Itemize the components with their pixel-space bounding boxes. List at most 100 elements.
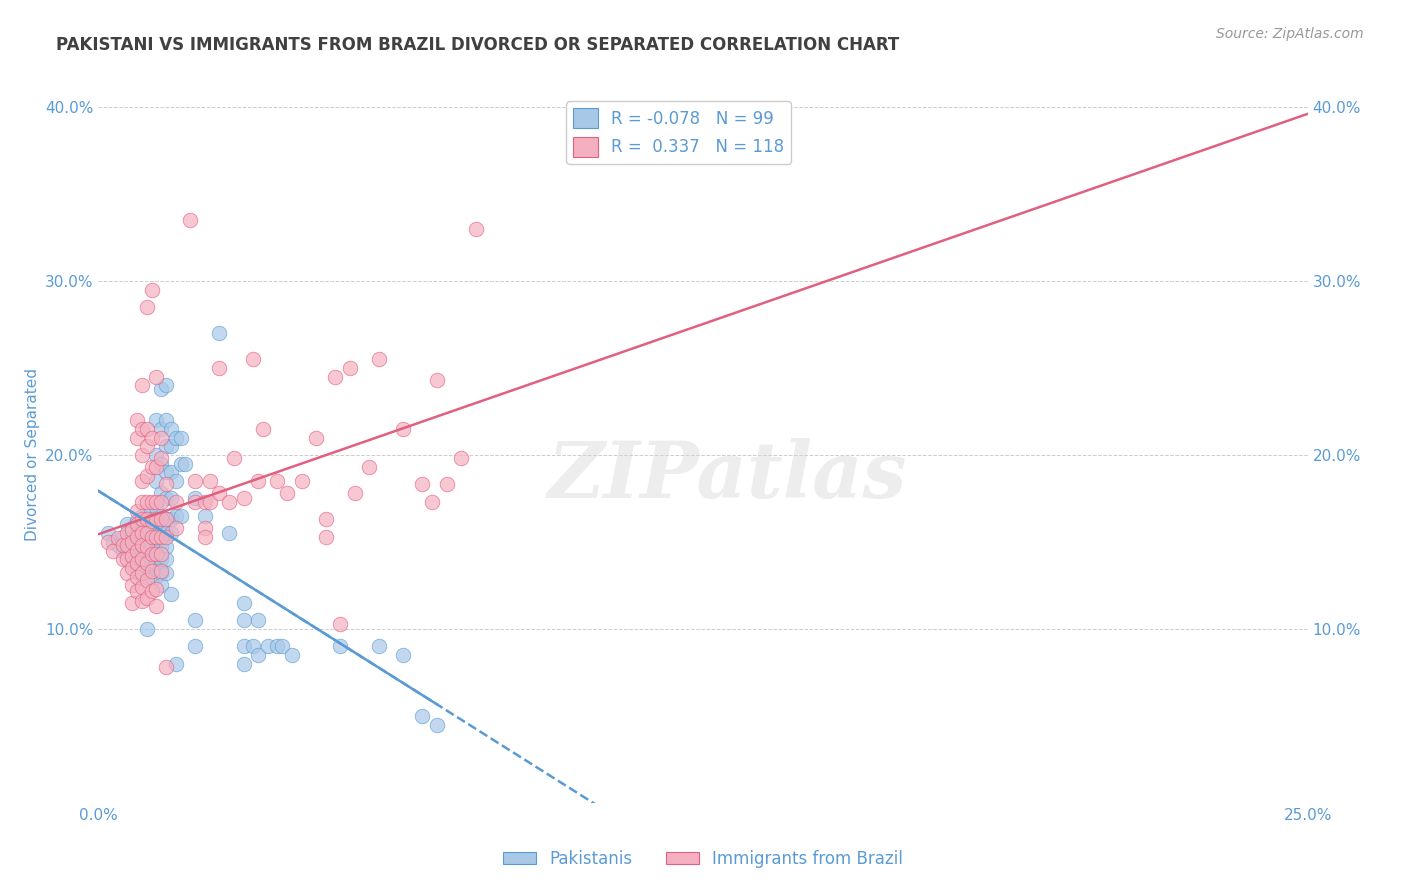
Point: [165, 430, 187, 444]
Point: [131, 512, 153, 526]
Point: [131, 422, 153, 436]
Point: [135, 530, 157, 544]
Point: [141, 565, 163, 579]
Point: [155, 530, 177, 544]
Point: [150, 540, 173, 554]
Point: [150, 422, 173, 436]
Point: [135, 540, 157, 554]
Point: [232, 491, 254, 506]
Point: [218, 495, 240, 509]
Point: [155, 439, 177, 453]
Text: ZIPatlas: ZIPatlas: [547, 438, 907, 514]
Point: [131, 508, 153, 523]
Point: [145, 500, 167, 514]
Point: [145, 495, 167, 509]
Point: [127, 517, 149, 532]
Point: [165, 495, 187, 509]
Point: [329, 639, 352, 653]
Point: [155, 378, 177, 392]
Point: [150, 530, 173, 544]
Point: [155, 466, 177, 480]
Point: [111, 552, 134, 566]
Point: [150, 565, 173, 579]
Point: [247, 474, 270, 488]
Point: [426, 717, 449, 731]
Point: [145, 556, 167, 570]
Point: [155, 660, 177, 674]
Point: [426, 373, 449, 387]
Point: [184, 639, 207, 653]
Point: [276, 486, 298, 500]
Point: [208, 326, 231, 340]
Point: [208, 360, 231, 375]
Point: [150, 508, 173, 523]
Point: [135, 503, 157, 517]
Point: [131, 538, 153, 552]
Point: [165, 474, 187, 488]
Point: [155, 540, 177, 554]
Text: PAKISTANI VS IMMIGRANTS FROM BRAZIL DIVORCED OR SEPARATED CORRELATION CHART: PAKISTANI VS IMMIGRANTS FROM BRAZIL DIVO…: [56, 36, 900, 54]
Point: [411, 708, 433, 723]
Point: [160, 491, 183, 506]
Point: [155, 512, 177, 526]
Point: [135, 573, 157, 587]
Point: [392, 648, 415, 662]
Point: [131, 566, 153, 581]
Point: [135, 622, 157, 636]
Legend: R = -0.078   N = 99, R =  0.337   N = 118: R = -0.078 N = 99, R = 0.337 N = 118: [567, 102, 792, 164]
Point: [160, 466, 183, 480]
Point: [135, 300, 157, 314]
Point: [111, 543, 134, 558]
Point: [135, 591, 157, 605]
Point: [141, 495, 163, 509]
Point: [121, 556, 143, 570]
Point: [392, 422, 415, 436]
Point: [160, 512, 183, 526]
Point: [135, 570, 157, 584]
Point: [165, 508, 187, 523]
Point: [266, 639, 288, 653]
Point: [145, 530, 167, 544]
Point: [184, 613, 207, 627]
Point: [160, 587, 183, 601]
Point: [411, 477, 433, 491]
Point: [107, 532, 129, 546]
Point: [155, 552, 177, 566]
Point: [155, 566, 177, 581]
Point: [141, 538, 163, 552]
Point: [150, 495, 173, 509]
Point: [121, 532, 143, 546]
Point: [145, 547, 167, 561]
Point: [135, 543, 157, 558]
Point: [145, 599, 167, 614]
Point: [160, 422, 183, 436]
Point: [141, 552, 163, 566]
Point: [150, 578, 173, 592]
Point: [368, 639, 391, 653]
Point: [127, 413, 149, 427]
Point: [464, 221, 486, 235]
Point: [141, 583, 163, 598]
Point: [135, 495, 157, 509]
Point: [160, 526, 183, 541]
Point: [121, 521, 143, 535]
Point: [145, 543, 167, 558]
Point: [135, 556, 157, 570]
Point: [339, 360, 361, 375]
Point: [131, 547, 153, 561]
Point: [117, 526, 139, 541]
Legend: Pakistanis, Immigrants from Brazil: Pakistanis, Immigrants from Brazil: [496, 844, 910, 875]
Point: [135, 512, 157, 526]
Point: [141, 565, 163, 579]
Point: [242, 352, 264, 367]
Point: [150, 552, 173, 566]
Point: [232, 596, 254, 610]
Point: [131, 378, 153, 392]
Point: [242, 639, 264, 653]
Point: [135, 439, 157, 453]
Point: [315, 512, 337, 526]
Point: [107, 538, 129, 552]
Point: [184, 491, 207, 506]
Point: [117, 552, 139, 566]
Point: [117, 517, 139, 532]
